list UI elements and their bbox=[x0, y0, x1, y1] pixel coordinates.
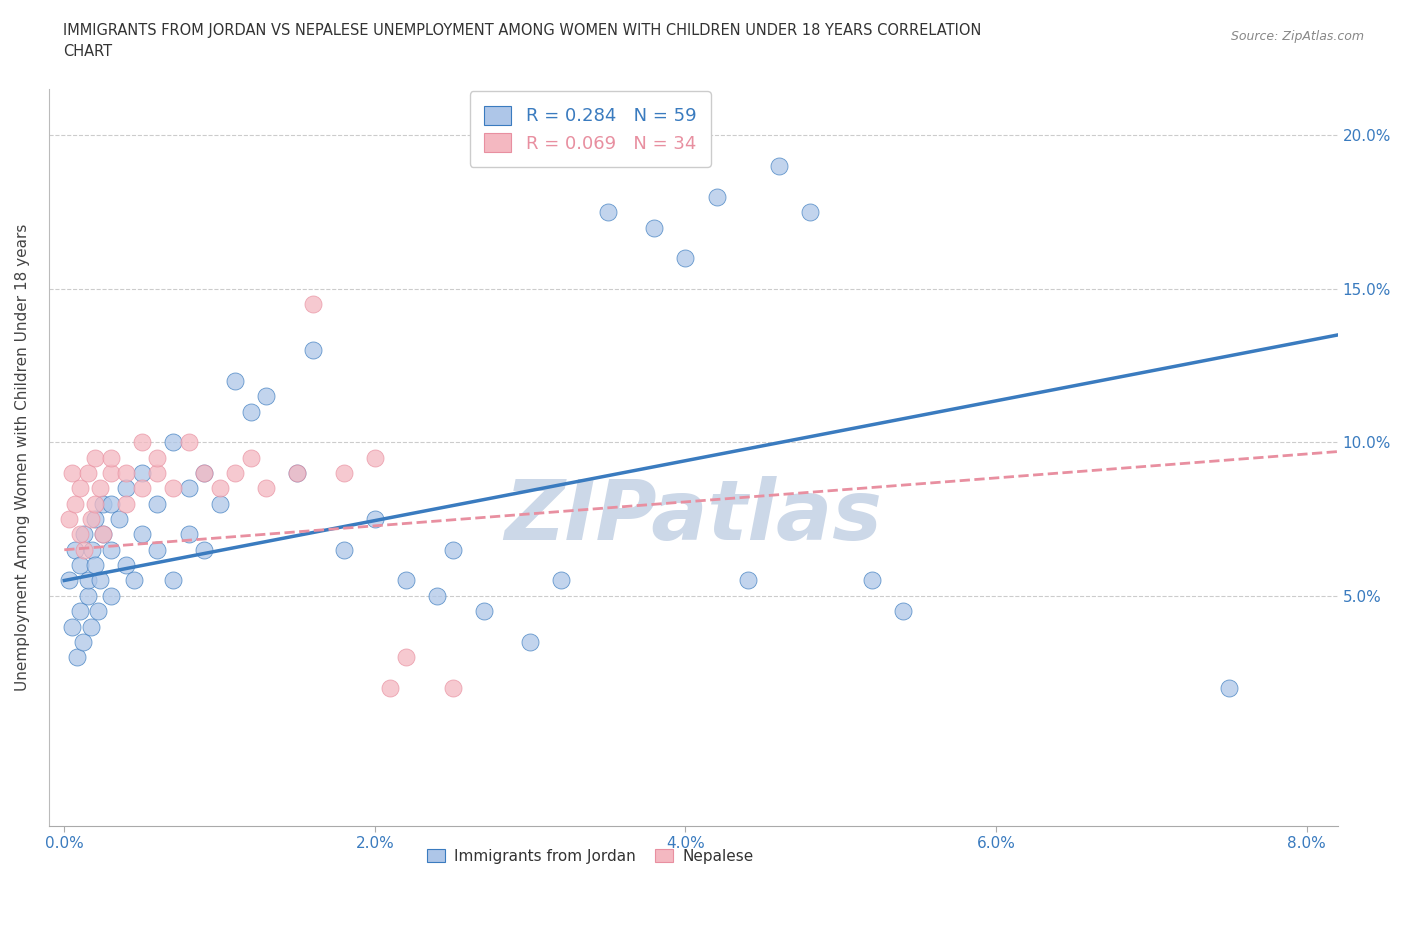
Point bbox=[706, 190, 728, 205]
Point bbox=[426, 589, 449, 604]
Point bbox=[84, 450, 107, 465]
Point bbox=[58, 512, 80, 526]
Point bbox=[193, 466, 215, 481]
Point bbox=[84, 497, 107, 512]
Point bbox=[60, 466, 83, 481]
Point bbox=[768, 159, 790, 174]
Point bbox=[131, 527, 153, 542]
Point bbox=[87, 604, 110, 618]
Point bbox=[737, 573, 759, 588]
Point bbox=[79, 619, 101, 634]
Point bbox=[84, 558, 107, 573]
Point bbox=[224, 466, 246, 481]
Point bbox=[76, 573, 98, 588]
Point bbox=[193, 466, 215, 481]
Point bbox=[162, 435, 184, 450]
Point bbox=[285, 466, 308, 481]
Point bbox=[333, 466, 356, 481]
Point bbox=[472, 604, 495, 618]
Point bbox=[89, 573, 111, 588]
Point bbox=[333, 542, 356, 557]
Point bbox=[254, 389, 277, 404]
Point bbox=[100, 542, 122, 557]
Point bbox=[66, 650, 89, 665]
Point bbox=[100, 497, 122, 512]
Point bbox=[208, 481, 231, 496]
Point bbox=[177, 527, 200, 542]
Point bbox=[73, 527, 96, 542]
Point bbox=[643, 220, 665, 235]
Point bbox=[76, 589, 98, 604]
Point bbox=[675, 251, 697, 266]
Text: ZIPatlas: ZIPatlas bbox=[505, 476, 882, 557]
Point bbox=[550, 573, 572, 588]
Text: CHART: CHART bbox=[63, 44, 112, 59]
Point bbox=[115, 558, 138, 573]
Point bbox=[100, 589, 122, 604]
Point bbox=[91, 527, 114, 542]
Point bbox=[91, 497, 114, 512]
Point bbox=[146, 466, 169, 481]
Point bbox=[364, 512, 387, 526]
Point bbox=[100, 450, 122, 465]
Point bbox=[301, 297, 323, 312]
Point bbox=[441, 681, 464, 696]
Point bbox=[177, 435, 200, 450]
Point bbox=[254, 481, 277, 496]
Point bbox=[79, 512, 101, 526]
Point bbox=[91, 527, 114, 542]
Point bbox=[395, 650, 418, 665]
Point bbox=[239, 405, 262, 419]
Point bbox=[1218, 681, 1240, 696]
Point bbox=[107, 512, 129, 526]
Point bbox=[82, 542, 104, 557]
Text: IMMIGRANTS FROM JORDAN VS NEPALESE UNEMPLOYMENT AMONG WOMEN WITH CHILDREN UNDER : IMMIGRANTS FROM JORDAN VS NEPALESE UNEMP… bbox=[63, 23, 981, 38]
Point bbox=[193, 542, 215, 557]
Point bbox=[395, 573, 418, 588]
Point bbox=[131, 435, 153, 450]
Point bbox=[100, 466, 122, 481]
Point bbox=[146, 450, 169, 465]
Point bbox=[519, 634, 541, 649]
Point bbox=[69, 481, 91, 496]
Point bbox=[84, 512, 107, 526]
Point bbox=[224, 374, 246, 389]
Point bbox=[89, 481, 111, 496]
Point bbox=[162, 573, 184, 588]
Y-axis label: Unemployment Among Women with Children Under 18 years: Unemployment Among Women with Children U… bbox=[15, 224, 30, 691]
Point bbox=[69, 558, 91, 573]
Point bbox=[441, 542, 464, 557]
Point bbox=[177, 481, 200, 496]
Point bbox=[131, 481, 153, 496]
Legend: Immigrants from Jordan, Nepalese: Immigrants from Jordan, Nepalese bbox=[420, 843, 759, 870]
Point bbox=[208, 497, 231, 512]
Point bbox=[115, 497, 138, 512]
Point bbox=[60, 619, 83, 634]
Point bbox=[76, 466, 98, 481]
Point bbox=[58, 573, 80, 588]
Point bbox=[63, 497, 86, 512]
Point bbox=[891, 604, 914, 618]
Point bbox=[72, 634, 94, 649]
Point bbox=[380, 681, 402, 696]
Point bbox=[69, 604, 91, 618]
Point bbox=[73, 542, 96, 557]
Point bbox=[364, 450, 387, 465]
Point bbox=[239, 450, 262, 465]
Point bbox=[146, 542, 169, 557]
Point bbox=[596, 205, 619, 219]
Point bbox=[115, 481, 138, 496]
Point bbox=[131, 466, 153, 481]
Point bbox=[69, 527, 91, 542]
Point bbox=[301, 343, 323, 358]
Text: Source: ZipAtlas.com: Source: ZipAtlas.com bbox=[1230, 30, 1364, 43]
Point bbox=[63, 542, 86, 557]
Point bbox=[115, 466, 138, 481]
Point bbox=[162, 481, 184, 496]
Point bbox=[285, 466, 308, 481]
Point bbox=[860, 573, 883, 588]
Point bbox=[122, 573, 145, 588]
Point bbox=[799, 205, 821, 219]
Point bbox=[146, 497, 169, 512]
